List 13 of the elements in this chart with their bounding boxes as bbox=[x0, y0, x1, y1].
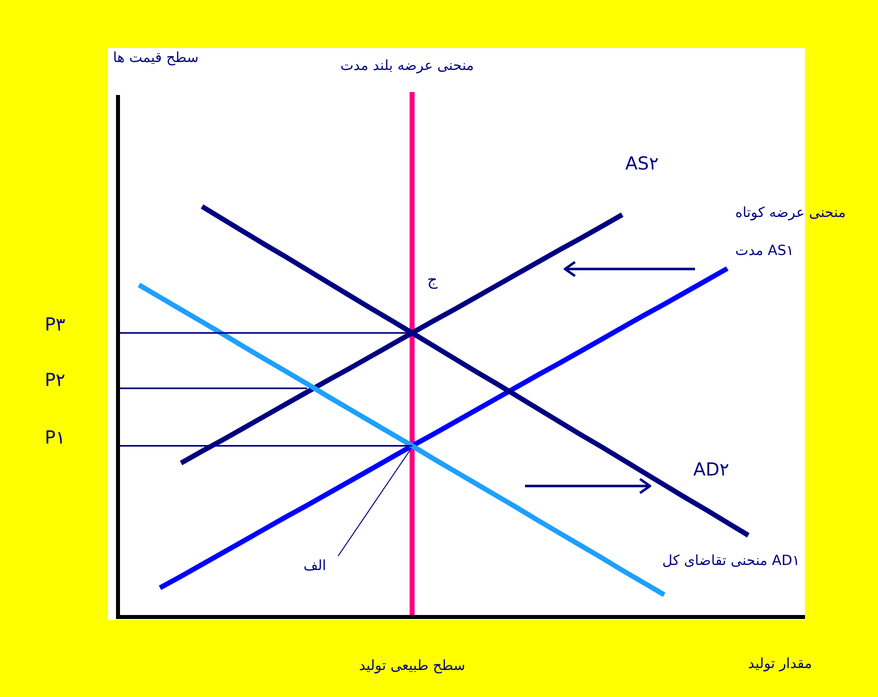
text: P۲ bbox=[44, 370, 66, 391]
annotation: سطح قیمت ها bbox=[113, 50, 199, 66]
series-label: منحنی تقاضای کل AD۱ bbox=[662, 552, 800, 569]
x-axis-title: مقدار تولید bbox=[748, 656, 812, 672]
annotation: سطح طبیعی تولید bbox=[359, 658, 466, 674]
text: P۱ bbox=[44, 427, 66, 448]
text: منحنی عرضه کوتاه مدت AS۱ bbox=[735, 204, 846, 258]
text: AS۲ bbox=[625, 154, 659, 175]
annotation: ج bbox=[427, 270, 438, 289]
series-label: AD۲ bbox=[693, 459, 730, 480]
text: P۳ bbox=[44, 314, 66, 336]
annotation: الف bbox=[303, 558, 326, 574]
annotation: منحنی عرضه بلند مدت bbox=[340, 58, 474, 74]
